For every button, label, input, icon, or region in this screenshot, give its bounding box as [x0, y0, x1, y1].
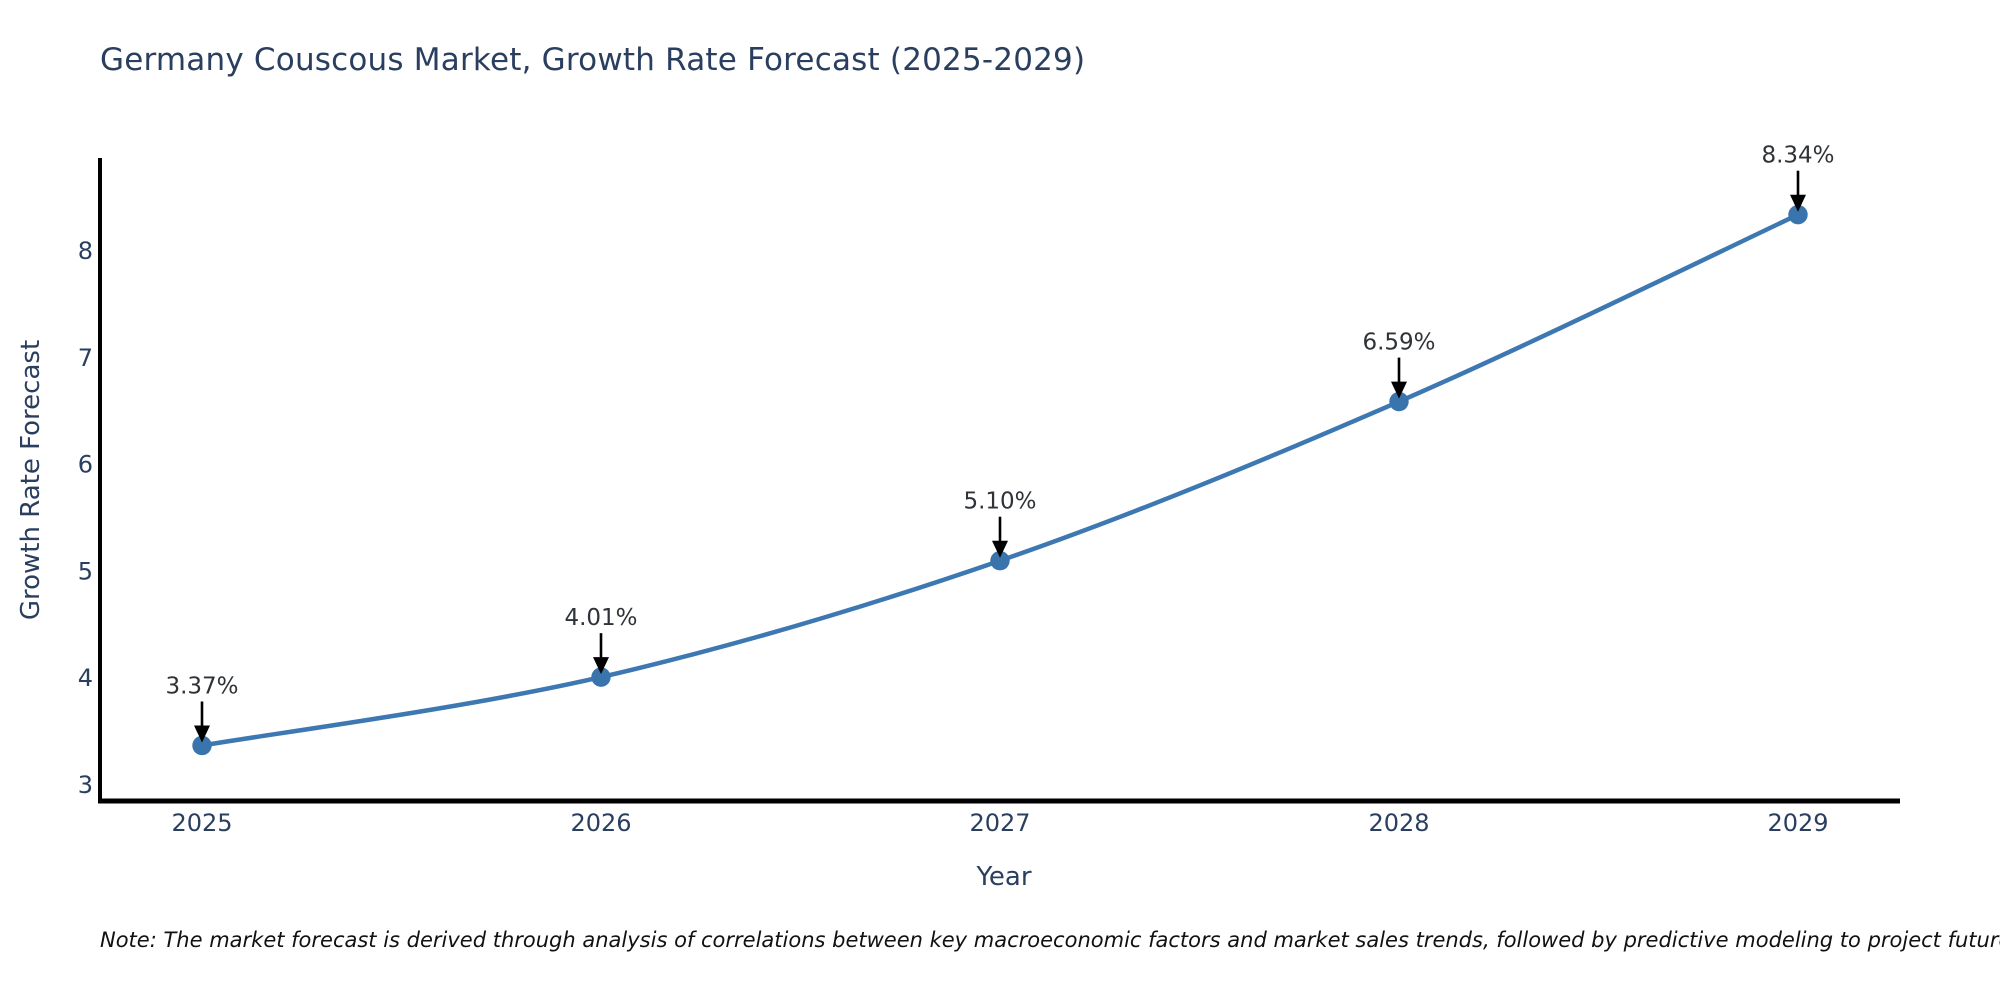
- annotation-arrowhead: [992, 540, 1008, 558]
- x-tick-label: 2026: [570, 809, 631, 837]
- point-annotation: 5.10%: [963, 489, 1037, 558]
- x-tick-label: 2029: [1767, 809, 1828, 837]
- point-value-label: 5.10%: [963, 489, 1036, 515]
- annotation-arrowhead: [1790, 194, 1806, 212]
- y-tick-label: 5: [78, 557, 93, 585]
- footnote: Note: The market forecast is derived thr…: [100, 928, 2000, 952]
- annotation-arrowhead: [1391, 381, 1407, 399]
- point-value-label: 6.59%: [1362, 330, 1435, 356]
- annotation-arrowhead: [593, 657, 609, 675]
- data-point: [1389, 391, 1409, 412]
- chart-title: Germany Couscous Market, Growth Rate For…: [100, 42, 1086, 78]
- point-value-label: 3.37%: [165, 673, 238, 699]
- y-tick-label: 8: [78, 237, 93, 265]
- point-annotation: 4.01%: [564, 605, 638, 675]
- x-tick-label: 2027: [969, 809, 1030, 837]
- data-point: [192, 735, 212, 756]
- data-point: [1788, 204, 1808, 225]
- forecast-line: [199, 212, 1801, 748]
- point-annotation: 6.59%: [1362, 330, 1436, 399]
- point-annotation: 8.34%: [1761, 143, 1835, 212]
- x-tick-label: 2028: [1368, 809, 1429, 837]
- y-tick-label: 6: [78, 451, 93, 479]
- y-tick-label: 7: [78, 344, 93, 372]
- data-point: [591, 667, 611, 687]
- y-tick-label: 4: [78, 664, 93, 692]
- y-axis-title: Growth Rate Forecast: [16, 340, 46, 620]
- data-point: [990, 551, 1010, 571]
- y-tick-label: 3: [78, 771, 93, 799]
- annotation-arrowhead: [194, 725, 210, 743]
- point-annotation: 3.37%: [165, 673, 239, 743]
- x-tick-label: 2025: [171, 809, 232, 837]
- x-axis-title: Year: [975, 862, 1031, 892]
- point-value-label: 8.34%: [1761, 143, 1834, 169]
- point-value-label: 4.01%: [564, 605, 637, 631]
